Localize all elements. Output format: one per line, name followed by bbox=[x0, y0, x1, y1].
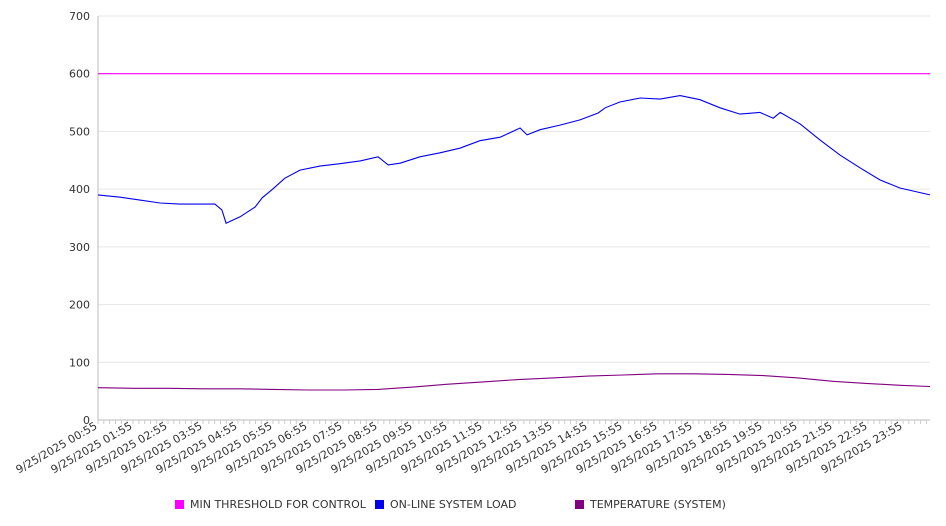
y-tick-label: 100 bbox=[69, 356, 90, 369]
legend-swatch bbox=[375, 500, 384, 509]
legend-swatch bbox=[175, 500, 184, 509]
y-tick-label: 300 bbox=[69, 241, 90, 254]
legend-label: MIN THRESHOLD FOR CONTROL bbox=[190, 498, 366, 511]
y-tick-label: 700 bbox=[69, 10, 90, 23]
y-tick-label: 0 bbox=[83, 414, 90, 427]
y-tick-label: 500 bbox=[69, 125, 90, 138]
y-tick-label: 200 bbox=[69, 299, 90, 312]
legend-label: ON-LINE SYSTEM LOAD bbox=[390, 498, 517, 511]
legend-item-temperature[interactable]: TEMPERATURE (SYSTEM) bbox=[575, 498, 726, 511]
legend-item-load[interactable]: ON-LINE SYSTEM LOAD bbox=[375, 498, 516, 511]
series-line-2 bbox=[97, 373, 931, 391]
y-tick-label: 400 bbox=[69, 183, 90, 196]
y-tick-label: 600 bbox=[69, 68, 90, 81]
legend-item-threshold[interactable]: MIN THRESHOLD FOR CONTROL bbox=[175, 498, 366, 511]
legend-label: TEMPERATURE (SYSTEM) bbox=[590, 498, 726, 511]
legend-swatch bbox=[575, 500, 584, 509]
series-line-1 bbox=[97, 95, 931, 224]
